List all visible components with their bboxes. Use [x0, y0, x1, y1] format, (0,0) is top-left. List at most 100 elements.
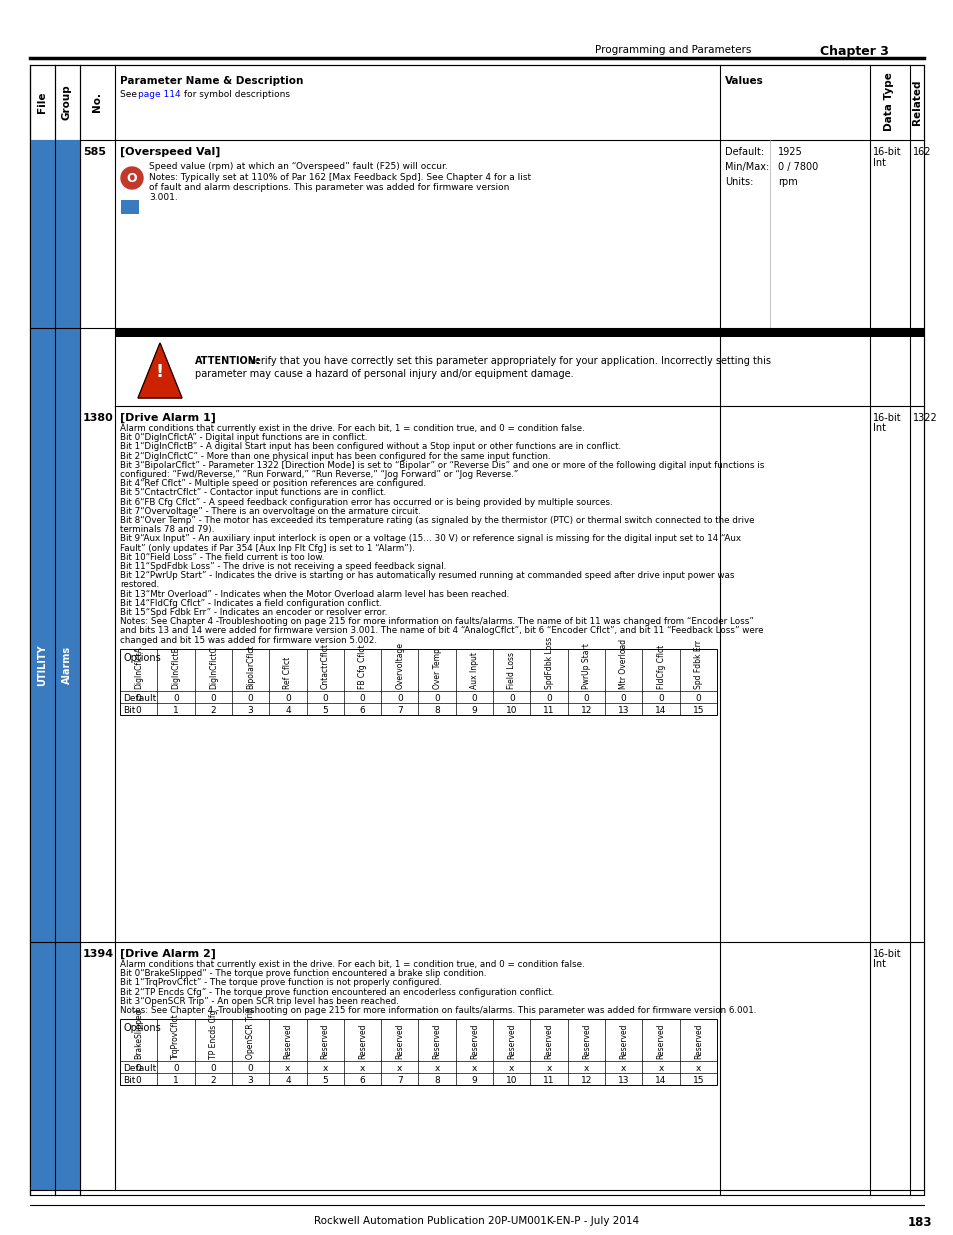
Text: 0: 0: [211, 694, 216, 703]
Text: Bit 1“TrqProvCflct” - The torque prove function is not properly configured.: Bit 1“TrqProvCflct” - The torque prove f…: [120, 978, 441, 988]
Text: PwrUp Start: PwrUp Start: [581, 643, 590, 689]
Text: Parameter Name & Description: Parameter Name & Description: [120, 77, 303, 86]
Text: DigInCflctB: DigInCflctB: [172, 646, 180, 689]
Text: Alarms: Alarms: [62, 646, 71, 684]
Text: Verify that you have correctly set this parameter appropriately for your applica: Verify that you have correctly set this …: [249, 356, 770, 366]
Text: Chapter 3: Chapter 3: [820, 44, 888, 58]
Bar: [55, 140, 80, 1191]
Text: 16-bit: 16-bit: [872, 948, 901, 960]
Text: Notes: See Chapter 4 -Troubleshooting on page 215 for more information on faults: Notes: See Chapter 4 -Troubleshooting on…: [120, 1007, 756, 1015]
Text: 0 / 7800: 0 / 7800: [778, 162, 818, 172]
Text: Default: Default: [123, 1065, 156, 1073]
Text: 0: 0: [695, 694, 700, 703]
Text: Bit 3“OpenSCR Trip” - An open SCR trip level has been reached.: Bit 3“OpenSCR Trip” - An open SCR trip l…: [120, 997, 398, 1005]
Text: page 114: page 114: [138, 90, 180, 99]
Text: TP Encds Cfg: TP Encds Cfg: [209, 1010, 217, 1060]
Text: Bit 13“Mtr Overload” - Indicates when the Motor Overload alarm level has been re: Bit 13“Mtr Overload” - Indicates when th…: [120, 589, 509, 599]
Text: 13: 13: [618, 1076, 629, 1086]
Text: Notes: Typically set at 110% of Par 162 [Max Feedback Spd]. See Chapter 4 for a : Notes: Typically set at 110% of Par 162 …: [149, 173, 531, 182]
Text: Options: Options: [123, 653, 161, 663]
Text: 0: 0: [135, 1076, 141, 1086]
Text: 0: 0: [508, 694, 514, 703]
Text: x: x: [396, 1065, 402, 1073]
Text: Group: Group: [62, 84, 71, 120]
Text: 183: 183: [907, 1216, 931, 1229]
Bar: [120, 648, 717, 715]
Text: Bit 8“Over Temp” - The motor has exceeded its temperature rating (as signaled by: Bit 8“Over Temp” - The motor has exceede…: [120, 516, 754, 525]
Text: 10: 10: [505, 1076, 517, 1086]
Text: Bit 12“PwrUp Start” - Indicates the drive is starting or has automatically resum: Bit 12“PwrUp Start” - Indicates the driv…: [120, 572, 734, 580]
Text: Int: Int: [872, 424, 885, 433]
Text: 9: 9: [471, 1076, 476, 1086]
Text: 1: 1: [172, 705, 178, 715]
Text: Reserved: Reserved: [544, 1024, 553, 1060]
Text: 0: 0: [396, 694, 402, 703]
Text: 1322: 1322: [912, 412, 937, 424]
Text: x: x: [434, 1065, 439, 1073]
Text: Bit 10“Field Loss” - The field current is too low.: Bit 10“Field Loss” - The field current i…: [120, 553, 324, 562]
Text: 7: 7: [396, 705, 402, 715]
Text: Reserved: Reserved: [618, 1024, 628, 1060]
Text: Aux Input: Aux Input: [470, 652, 478, 689]
Text: Bit: Bit: [123, 705, 135, 715]
Bar: [120, 1019, 717, 1086]
Text: 0: 0: [135, 705, 141, 715]
Text: Fault” (only updates if Par 354 [Aux Inp Flt Cfg] is set to 1 “Alarm”).: Fault” (only updates if Par 354 [Aux Inp…: [120, 543, 415, 552]
Text: Reserved: Reserved: [433, 1024, 441, 1060]
Text: ATTENTION:: ATTENTION:: [194, 356, 260, 366]
Text: 15: 15: [692, 705, 703, 715]
Text: Units:: Units:: [724, 177, 753, 186]
Text: Alarm conditions that currently exist in the drive. For each bit, 1 = condition : Alarm conditions that currently exist in…: [120, 424, 584, 433]
Text: BrakeSlipped: BrakeSlipped: [134, 1009, 143, 1060]
Text: x: x: [472, 1065, 476, 1073]
Text: !: !: [155, 363, 164, 382]
Text: Int: Int: [872, 158, 885, 168]
Text: 15: 15: [692, 1076, 703, 1086]
Text: 10: 10: [505, 705, 517, 715]
Text: x: x: [322, 1065, 328, 1073]
Polygon shape: [138, 343, 182, 398]
Text: 9: 9: [471, 705, 476, 715]
Text: 11: 11: [543, 1076, 555, 1086]
Text: Alarm conditions that currently exist in the drive. For each bit, 1 = condition : Alarm conditions that currently exist in…: [120, 960, 584, 969]
Text: O: O: [127, 172, 137, 184]
Text: Reserved: Reserved: [470, 1024, 478, 1060]
Text: 13: 13: [618, 705, 629, 715]
Text: 1380: 1380: [83, 412, 113, 424]
Text: Default: Default: [123, 694, 156, 703]
Text: 8: 8: [434, 705, 439, 715]
Text: Speed value (rpm) at which an “Overspeed” fault (F25) will occur.: Speed value (rpm) at which an “Overspeed…: [149, 162, 447, 170]
Text: 0: 0: [434, 694, 439, 703]
Text: Bit 15“Spd Fdbk Err” - Indicates an encoder or resolver error.: Bit 15“Spd Fdbk Err” - Indicates an enco…: [120, 608, 387, 618]
Text: Reserved: Reserved: [395, 1024, 404, 1060]
Text: 0: 0: [546, 694, 552, 703]
Text: 8: 8: [434, 1076, 439, 1086]
Text: Overvoltage: Overvoltage: [395, 642, 404, 689]
Text: FldCfg Cflct: FldCfg Cflct: [656, 645, 665, 689]
Text: BipolarCflct: BipolarCflct: [246, 645, 254, 689]
Text: 0: 0: [285, 694, 291, 703]
Text: Bit 5“CntactrCflct” - Contactor input functions are in conflict.: Bit 5“CntactrCflct” - Contactor input fu…: [120, 488, 386, 498]
Bar: [30, 140, 55, 1191]
Text: 3: 3: [248, 1076, 253, 1086]
Text: Bit: Bit: [123, 1076, 135, 1086]
Text: [Overspeed Val]: [Overspeed Val]: [120, 147, 220, 157]
Text: Bit 2“DigInCflctC” - More than one physical input has been configured for the sa: Bit 2“DigInCflctC” - More than one physi…: [120, 452, 550, 461]
Text: Reserved: Reserved: [693, 1024, 702, 1060]
Text: and bits 13 and 14 were added for firmware version 3.001. The name of bit 4 “Ana: and bits 13 and 14 were added for firmwa…: [120, 626, 762, 635]
Text: Min/Max:: Min/Max:: [724, 162, 768, 172]
Text: Options: Options: [123, 1024, 161, 1034]
Text: OpenSCR Trip: OpenSCR Trip: [246, 1008, 254, 1060]
Text: Bit 7“Overvoltage” - There is an overvoltage on the armature circuit.: Bit 7“Overvoltage” - There is an overvol…: [120, 506, 420, 516]
Text: No.: No.: [91, 91, 102, 112]
Text: Notes: See Chapter 4 -Troubleshooting on page 215 for more information on faults: Notes: See Chapter 4 -Troubleshooting on…: [120, 618, 753, 626]
Text: changed and bit 15 was added for firmware version 5.002.: changed and bit 15 was added for firmwar…: [120, 636, 376, 645]
Text: 16-bit: 16-bit: [872, 412, 901, 424]
Text: Reserved: Reserved: [656, 1024, 665, 1060]
Text: SpdFdbk Loss: SpdFdbk Loss: [544, 636, 553, 689]
Text: x: x: [359, 1065, 365, 1073]
Text: x: x: [509, 1065, 514, 1073]
Text: restored.: restored.: [120, 580, 159, 589]
Text: Bit 9“Aux Input” - An auxiliary input interlock is open or a voltage (15… 30 V) : Bit 9“Aux Input” - An auxiliary input in…: [120, 535, 740, 543]
Text: Reserved: Reserved: [283, 1024, 293, 1060]
